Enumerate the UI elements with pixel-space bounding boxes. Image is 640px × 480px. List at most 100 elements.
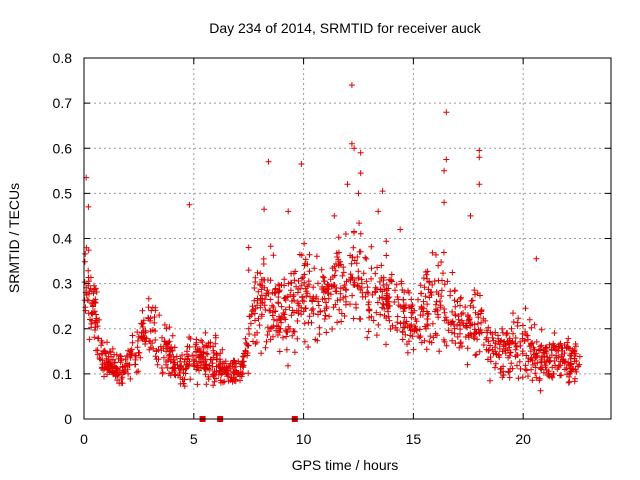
data-point [364,334,371,341]
data-point [519,350,526,357]
data-point [295,286,302,292]
data-point [507,365,514,372]
data-point [166,338,173,345]
data-point [132,361,139,368]
data-point [476,329,482,336]
data-point [133,369,140,376]
data-point [115,355,122,362]
data-point [424,268,431,275]
data-point [380,277,387,284]
y-tick-label: 0.7 [53,95,73,111]
data-point [260,261,267,267]
data-point [368,265,375,272]
data-point [239,363,246,370]
data-point [278,319,285,326]
data-point [374,299,381,306]
data-point [377,311,384,318]
data-point [471,335,478,342]
data-point [224,373,231,380]
data-point [104,339,110,346]
data-point [186,334,193,341]
data-point [205,373,212,380]
data-point [251,297,258,304]
data-point [151,319,158,326]
data-point [163,359,170,365]
data-point [336,306,343,313]
data-point [514,323,521,329]
data-point [181,383,188,390]
data-point [283,346,290,353]
data-point [318,286,325,292]
data-point [312,336,319,343]
data-point [440,249,447,256]
data-point [301,262,308,269]
data-point [388,276,394,283]
data-point [248,311,255,318]
data-point [427,333,434,340]
data-point [266,328,273,335]
data-point [267,296,274,303]
data-point [180,370,187,376]
data-point [294,318,301,324]
data-point [555,354,562,361]
data-point [112,359,118,366]
data-point [258,311,265,318]
data-point [263,338,270,345]
data-point [474,320,481,327]
data-point [575,363,582,370]
data-point [299,297,306,304]
data-point [285,362,291,369]
data-point [310,310,317,317]
data-point [499,348,506,355]
data-point [259,282,266,289]
data-point [426,279,433,286]
data-point [121,363,128,370]
data-point [240,354,247,360]
data-point [203,381,210,388]
data-point [237,373,243,380]
data-point [291,349,298,356]
data-point [132,352,139,359]
data-point [355,268,362,275]
data-point [374,286,380,293]
data-point [550,342,557,349]
data-point [454,333,461,340]
data-point [221,378,228,385]
data-point [316,331,323,338]
data-point [273,327,280,334]
data-point [152,353,159,360]
data-point [134,337,141,344]
x-tick-labels: 0 5 10 15 20 [80,431,531,447]
data-point [331,212,338,219]
data-point [449,337,456,344]
data-point [468,297,475,304]
data-point [422,293,429,300]
data-point [458,294,464,301]
data-point [467,322,474,329]
data-point [137,354,144,361]
data-point [436,348,443,355]
data-point [102,363,109,369]
data-point [576,353,583,360]
data-point [558,351,565,358]
data-point [401,314,408,321]
data-point [230,368,237,375]
data-point [235,370,242,377]
data-point [210,382,217,389]
data-point [533,374,540,381]
data-point [512,335,519,341]
y-tick-label: 0.1 [53,366,73,382]
data-point [374,264,381,271]
data-point [197,349,204,356]
data-point [514,352,521,359]
data-point [499,325,506,332]
data-point [94,335,101,342]
data-point [278,313,285,320]
data-point [332,301,339,308]
data-point [533,338,540,345]
data-point [410,346,417,353]
data-point [568,360,575,367]
data-point [443,156,450,163]
data-point [450,321,457,328]
data-point [340,284,347,291]
